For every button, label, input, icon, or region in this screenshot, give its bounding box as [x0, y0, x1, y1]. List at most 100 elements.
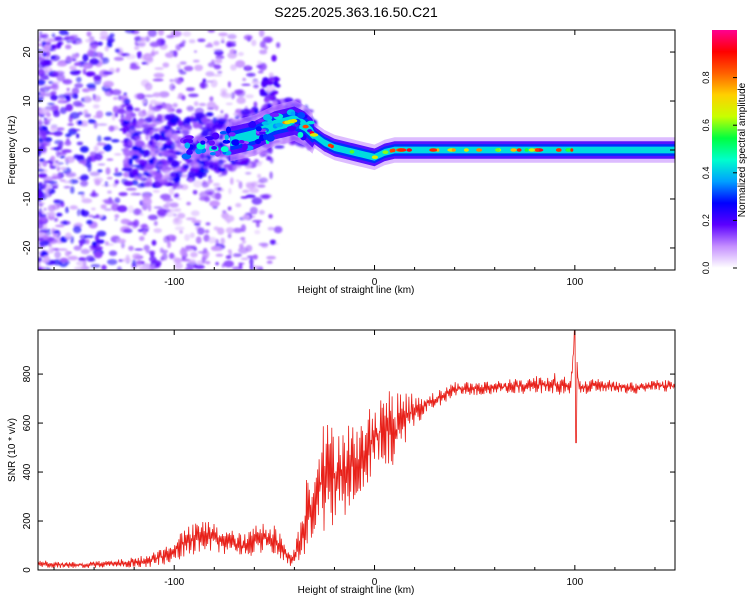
spectrogram-speckle: [93, 95, 101, 102]
spectrogram-hot-spot: [570, 148, 573, 152]
spectrogram-speckle: [166, 141, 173, 146]
spectrogram-speckle: [175, 208, 181, 212]
spectrogram-speckle: [205, 81, 213, 83]
spectrogram-speckle: [60, 156, 66, 159]
spectrogram-speckle: [98, 42, 103, 46]
spectrogram-speckle: [139, 236, 145, 241]
spectrogram-hot-spot: [476, 148, 482, 152]
spectrogram-speckle: [41, 92, 46, 96]
spectrogram-speckle: [157, 128, 162, 132]
spectrogram-speckle: [115, 180, 119, 185]
spectrogram-speckle: [155, 51, 158, 55]
spectrogram-speckle: [87, 88, 96, 91]
spectrogram-speckle: [93, 75, 101, 81]
spectrogram-speckle: [194, 50, 197, 52]
spectrogram-speckle: [193, 180, 202, 187]
spectrogram-speckle: [260, 41, 266, 48]
spectrogram-speckle: [43, 256, 50, 263]
spectrogram-speckle: [106, 167, 111, 175]
spectrogram-speckle: [122, 126, 129, 132]
spectrogram-ridge-blob: [221, 146, 229, 152]
spectrogram-speckle: [96, 111, 103, 119]
spectrogram-speckle: [57, 204, 60, 207]
y-tick-label: 600: [22, 414, 33, 431]
spectrogram-speckle: [58, 248, 67, 250]
spectrogram-speckle: [165, 212, 175, 217]
spectrogram-speckle: [90, 193, 99, 198]
spectrogram-speckle: [38, 203, 43, 207]
spectrogram-hot-spot: [429, 148, 437, 152]
colorbar-tick-label: 0.2: [701, 214, 711, 227]
spectrogram-speckle: [141, 224, 147, 228]
spectrogram-speckle: [123, 229, 131, 233]
spectrogram-speckle: [174, 217, 179, 223]
spectrogram-speckle: [35, 257, 43, 261]
spectrogram-speckle: [124, 98, 131, 105]
spectrogram-speckle: [164, 137, 171, 141]
spectrogram-speckle: [253, 254, 258, 259]
spectrogram-speckle: [114, 172, 123, 176]
spectrogram-speckle: [150, 148, 159, 152]
spectrogram-speckle: [142, 198, 152, 206]
spectrogram-speckle: [81, 198, 92, 203]
spectrogram-speckle: [188, 178, 192, 182]
spectrogram-speckle: [215, 246, 223, 251]
spectrogram-speckle: [187, 171, 195, 178]
spectrogram-speckle: [159, 165, 169, 171]
x-tick-label: 100: [566, 277, 583, 288]
spectrogram-speckle: [190, 252, 198, 258]
spectrogram-speckle: [83, 176, 89, 180]
spectrogram-speckle: [199, 82, 208, 89]
spectrogram-speckle: [206, 112, 214, 116]
spectrogram-speckle: [42, 215, 48, 222]
spectrogram-speckle: [51, 84, 57, 89]
spectrogram-speckle: [113, 97, 118, 100]
spectrogram-speckle: [216, 124, 224, 128]
spectrogram-ridge-blob: [200, 141, 205, 145]
spectrogram-ridge-blob: [220, 131, 227, 134]
spectrogram-speckle: [170, 79, 174, 82]
spectrogram-speckle: [45, 70, 48, 74]
spectrogram-speckle: [267, 261, 273, 264]
spectrogram-speckle: [70, 35, 78, 38]
spectrogram-speckle: [143, 172, 150, 176]
spectrogram-speckle: [38, 95, 42, 98]
spectrogram-speckle: [107, 191, 112, 194]
spectrogram-speckle: [147, 109, 155, 116]
spectrogram-ridge-blob: [229, 132, 236, 136]
spectrogram-speckle: [194, 65, 203, 71]
spectrogram-speckle: [236, 180, 240, 182]
spectrogram-speckle: [170, 154, 177, 157]
spectrogram-speckle: [52, 33, 56, 37]
spectrogram-panel: -100 0 100 -20-1001020 Height of straight …: [7, 28, 675, 296]
spectrogram-speckle: [39, 158, 45, 162]
spectrogram-speckle: [73, 54, 79, 58]
spectrogram-speckle: [270, 240, 276, 245]
spectrogram-speckle: [269, 172, 272, 180]
spectrogram-speckle: [228, 81, 231, 87]
spectrogram-speckle: [193, 163, 204, 167]
spectrogram-ridge-blob: [225, 135, 229, 141]
spectrogram-speckle: [268, 77, 274, 81]
spectrogram-speckle: [271, 55, 276, 62]
spectrogram-speckle: [41, 251, 48, 255]
spectrogram-speckle: [137, 183, 145, 188]
spectrogram-speckle: [252, 266, 260, 269]
spectrogram-speckle: [125, 28, 135, 34]
spectrogram-speckle: [49, 212, 56, 217]
spectrogram-speckle: [268, 214, 272, 219]
spectrogram-speckle: [67, 123, 74, 126]
snr-y-label: SNR (10 * v/v): [7, 418, 18, 482]
spectrogram-speckle: [50, 95, 58, 101]
x-tick-label: -100: [164, 577, 184, 588]
spectrogram-speckle: [124, 181, 134, 186]
spectrogram-speckle: [107, 259, 117, 265]
spectrogram-speckle: [215, 192, 221, 200]
spectrogram-ridge-blob: [267, 119, 272, 124]
spectrogram-speckle: [44, 208, 47, 211]
spectrogram-hot-spot: [495, 148, 500, 152]
spectrogram-speckle: [50, 184, 59, 187]
spectrogram-speckle: [271, 90, 278, 94]
spectrogram-speckle: [105, 181, 109, 187]
spectrogram-speckle: [197, 124, 202, 128]
